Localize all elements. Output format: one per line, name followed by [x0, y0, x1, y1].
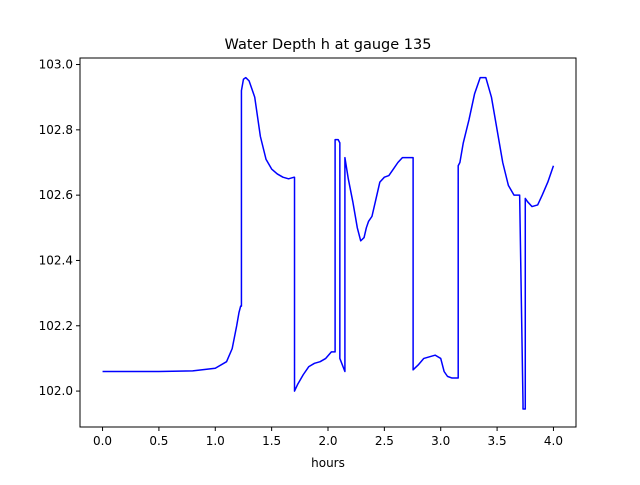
- y-tick-label: 102.2: [39, 319, 73, 333]
- chart-title: Water Depth h at gauge 135: [225, 37, 432, 53]
- y-tick-label: 102.6: [39, 188, 73, 202]
- x-tick-label: 2.0: [318, 434, 337, 448]
- y-tick-label: 103.0: [39, 58, 73, 72]
- plot-area: [102, 76, 555, 410]
- plot-frame: [79, 57, 577, 428]
- x-tick-label: 0.5: [149, 434, 168, 448]
- x-axis-label: hours: [311, 456, 345, 470]
- x-tick-label: 1.0: [206, 434, 225, 448]
- x-tick-label: 1.5: [262, 434, 281, 448]
- series-line-0: [102, 76, 555, 410]
- y-tick-label: 102.0: [39, 384, 73, 398]
- x-tick-label: 3.0: [431, 434, 450, 448]
- x-axis-ticks: 0.0 0.5 1.0 1.5 2.0 2.5 3.0 3.5 4.0: [93, 427, 563, 448]
- x-tick-label: 0.0: [93, 434, 112, 448]
- x-tick-label: 2.5: [375, 434, 394, 448]
- y-tick-label: 102.4: [39, 253, 73, 267]
- x-tick-label: 4.0: [544, 434, 563, 448]
- y-tick-label: 102.8: [39, 123, 73, 137]
- x-tick-label: 3.5: [488, 434, 507, 448]
- y-axis-ticks: 102.0 102.2 102.4 102.6 102.8 103.0: [39, 58, 80, 398]
